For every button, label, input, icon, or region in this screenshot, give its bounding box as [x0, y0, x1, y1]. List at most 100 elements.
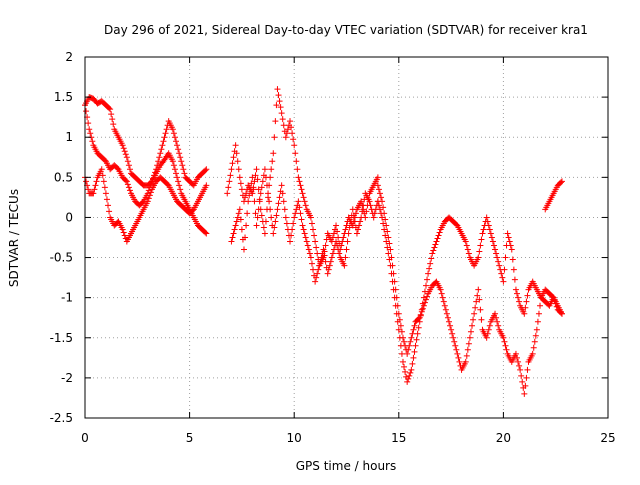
data-point — [484, 330, 491, 337]
data-point — [366, 198, 373, 205]
data-point — [125, 184, 132, 191]
data-point — [418, 308, 425, 315]
data-point — [379, 198, 386, 205]
data-point — [327, 258, 334, 265]
data-point — [401, 338, 408, 345]
data-point — [314, 250, 321, 257]
data-point — [489, 238, 496, 245]
data-point — [275, 92, 282, 99]
data-point — [413, 336, 420, 343]
data-point — [374, 182, 381, 189]
data-point — [121, 232, 128, 239]
data-point — [93, 178, 100, 185]
data-point — [438, 290, 445, 297]
data-point — [281, 206, 288, 213]
data-point — [558, 178, 565, 185]
data-point — [110, 121, 117, 128]
data-point — [236, 174, 243, 181]
series-track-f — [374, 198, 565, 385]
data-point — [249, 174, 256, 181]
data-point — [181, 170, 188, 177]
data-point — [162, 130, 169, 137]
data-point — [521, 390, 528, 397]
data-point — [258, 184, 265, 191]
data-point — [422, 296, 429, 303]
data-point — [157, 150, 164, 157]
data-point — [462, 238, 469, 245]
data-point — [123, 178, 130, 185]
data-point — [532, 332, 539, 339]
data-point — [384, 228, 391, 235]
data-point — [302, 202, 309, 209]
data-point — [422, 282, 429, 289]
data-point — [467, 328, 474, 335]
data-point — [125, 162, 132, 169]
data-point — [330, 230, 337, 237]
data-point — [439, 294, 446, 301]
data-point — [248, 180, 255, 187]
data-point — [180, 166, 187, 173]
data-point — [270, 150, 277, 157]
data-point — [325, 266, 332, 273]
data-point — [357, 218, 364, 225]
data-point — [279, 190, 286, 197]
data-point — [321, 252, 328, 259]
data-point — [477, 306, 484, 313]
data-point — [500, 334, 507, 341]
data-point — [437, 286, 444, 293]
data-point — [518, 372, 525, 379]
data-point — [268, 214, 275, 221]
data-point — [502, 254, 509, 261]
data-point — [448, 326, 455, 333]
data-point — [367, 202, 374, 209]
data-point — [259, 178, 266, 185]
data-point — [453, 221, 460, 228]
data-point — [417, 311, 424, 318]
x-tick-label: 25 — [600, 431, 615, 445]
data-point — [261, 230, 268, 237]
data-point — [302, 234, 309, 241]
data-point — [334, 228, 341, 235]
data-point — [430, 247, 437, 254]
data-point — [146, 192, 153, 199]
data-point — [486, 322, 493, 329]
data-point — [202, 167, 209, 174]
data-point — [231, 226, 238, 233]
data-point — [119, 142, 126, 149]
data-point — [523, 298, 530, 305]
data-point — [376, 190, 383, 197]
data-point — [424, 293, 431, 300]
data-point — [242, 194, 249, 201]
data-point — [349, 206, 356, 213]
data-point — [464, 246, 471, 253]
data-point — [495, 258, 502, 265]
data-point — [290, 220, 297, 227]
data-point — [342, 226, 349, 233]
data-point — [174, 142, 181, 149]
data-point — [176, 150, 183, 157]
data-point — [493, 250, 500, 257]
data-point — [335, 246, 342, 253]
data-point — [466, 334, 473, 341]
data-point — [120, 145, 127, 152]
data-point — [296, 204, 303, 211]
data-point — [336, 250, 343, 257]
data-point — [464, 346, 471, 353]
data-point — [317, 258, 324, 265]
data-point — [301, 198, 308, 205]
data-point — [378, 194, 385, 201]
data-point — [404, 350, 411, 357]
data-point — [99, 172, 106, 179]
data-point — [412, 342, 419, 349]
data-point — [271, 134, 278, 141]
data-point — [322, 258, 329, 265]
data-point — [358, 198, 365, 205]
data-point — [395, 326, 402, 333]
data-point — [350, 212, 357, 219]
data-point — [107, 106, 114, 113]
data-point — [407, 338, 414, 345]
data-point — [237, 216, 244, 223]
data-point — [101, 184, 108, 191]
data-point — [512, 350, 519, 357]
data-point — [494, 318, 501, 325]
